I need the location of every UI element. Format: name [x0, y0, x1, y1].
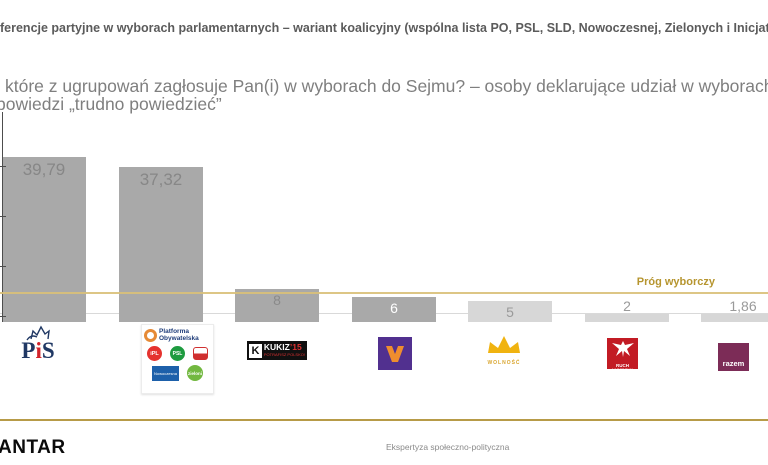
bar-value-label: 5 [506, 304, 514, 321]
coalition-logo-card: Platforma Obywatelska iPL PSL Nowoczesna… [141, 324, 214, 394]
bar-2 [119, 167, 203, 322]
wiosna-logo [378, 337, 412, 370]
chart-subtitle-line1: które z ugrupowań zagłosuje Pan(i) w wyb… [5, 76, 768, 96]
sld-flag-logo [193, 347, 208, 360]
y-axis-tick [0, 166, 6, 167]
bar-value-label: 1,86 [729, 298, 757, 315]
footer-note: Ekspertyza społeczno-polityczna [386, 442, 510, 452]
electoral-threshold-label: Próg wyborczy [636, 276, 715, 288]
kukiz-slogan: POTRAFISZ POLSKO! [263, 351, 305, 357]
nowoczesna-logo: Nowoczesna [152, 365, 179, 381]
bar-7 [701, 314, 768, 322]
bar-3 [235, 288, 319, 322]
wolnosc-crown-icon [488, 336, 520, 353]
kukiz15-logo: K KUKIZ’15 POTRAFISZ POLSKO! [247, 341, 307, 360]
kantar-brand-logo: ANTAR [0, 437, 66, 458]
y-axis-tick [0, 316, 6, 317]
razem-wordmark: razem [722, 359, 745, 368]
bar-4 [352, 297, 436, 322]
razem-logo: razem [718, 343, 749, 371]
ruch-eagle-icon [611, 341, 634, 357]
electoral-threshold-line [0, 292, 768, 294]
po-wordmark: Platforma Obywatelska [159, 328, 199, 342]
bar-value-label: 39,79 [22, 160, 66, 179]
wolnosc-logo: WOLNOŚĆ [486, 336, 522, 366]
y-axis-line [2, 112, 3, 322]
y-axis-tick [0, 216, 6, 217]
wiosna-check-icon [386, 345, 404, 362]
pis-wordmark: PiS [21, 338, 55, 363]
pis-logo: PiS [13, 325, 63, 369]
kukiz-wordmark: KUKIZ’15 [263, 341, 302, 352]
psl-logo: PSL [170, 346, 185, 361]
bar-value-label: 2 [623, 297, 631, 314]
y-axis-tick [0, 266, 6, 267]
chart-title: ferencje partyjne w wyborach parlamentar… [0, 21, 768, 35]
po-circle-icon [144, 328, 157, 342]
ruch-wordmark-line1: RUCH [616, 363, 629, 368]
bar-value-label: 37,32 [139, 170, 183, 190]
footer-divider-line [0, 419, 768, 421]
bar-6 [585, 313, 669, 322]
kukiz-k-icon: K [249, 343, 262, 358]
po-logo: Platforma Obywatelska [144, 328, 211, 342]
bar-5 [468, 301, 552, 322]
bar-value-label: 8 [273, 291, 281, 308]
ipl-logo: iPL [147, 346, 162, 361]
chart-subtitle-line2: powiedzi „trudno powiedzieć” [0, 94, 222, 114]
wolnosc-wordmark: WOLNOŚĆ [487, 360, 521, 366]
pis-eagle-crown-icon [26, 325, 50, 341]
ruch-wordmark-line2: NARODOWY [612, 368, 633, 372]
ruch-narodowy-logo: RUCH NARODOWY [607, 338, 638, 372]
zieloni-logo: zieloni [187, 365, 203, 381]
bar-1 [2, 157, 86, 322]
bar-value-label: 6 [390, 300, 398, 317]
